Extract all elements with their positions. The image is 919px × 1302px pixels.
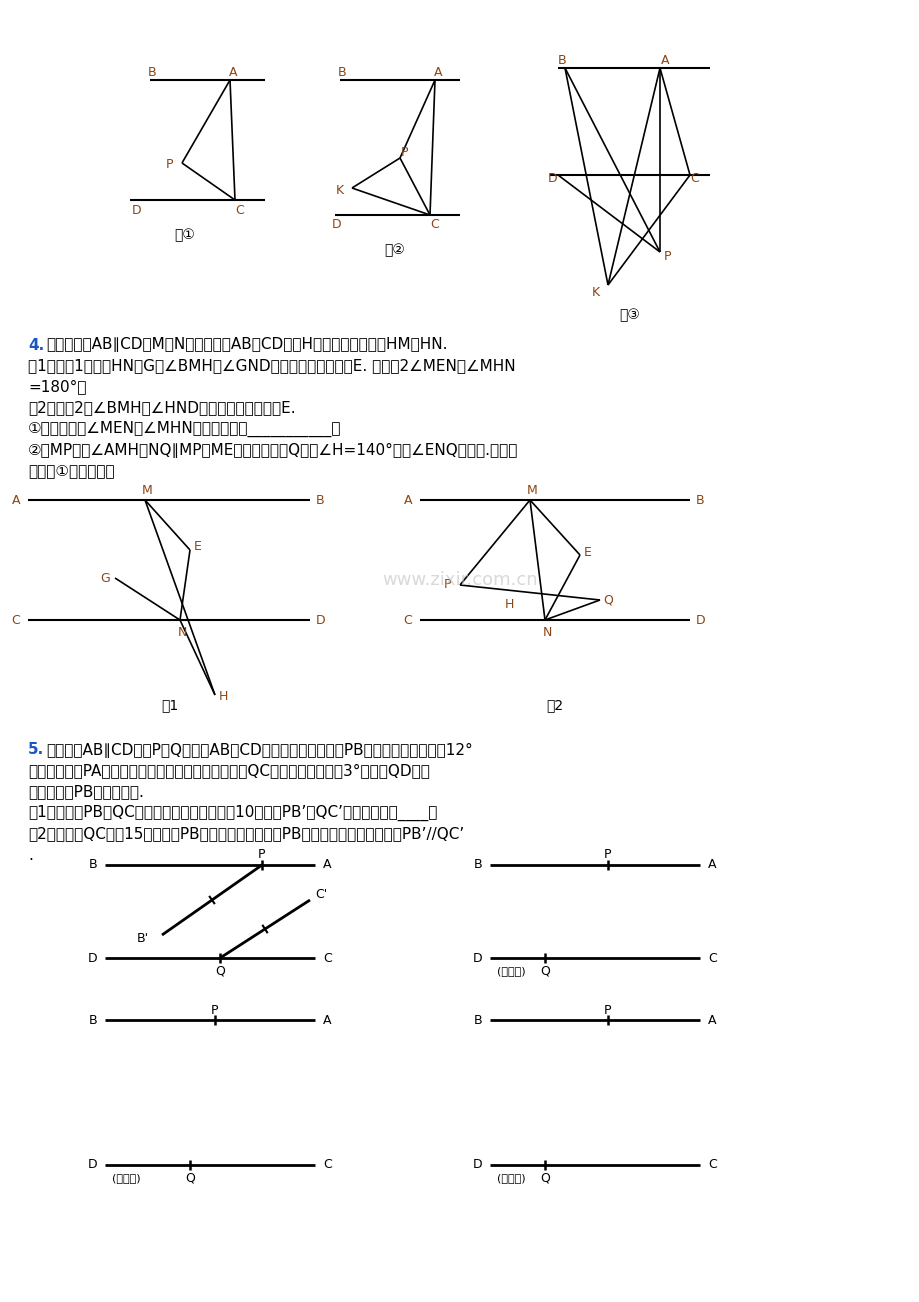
Text: ②作MP平分∠AMH，NQ∥MP交ME的延长线于点Q，若∠H=140°，求∠ENQ的度数.（可直: ②作MP平分∠AMH，NQ∥MP交ME的延长线于点Q，若∠H=140°，求∠EN… <box>28 443 517 457</box>
Text: N: N <box>541 625 551 638</box>
Text: P: P <box>258 849 266 862</box>
Text: A: A <box>708 1013 716 1026</box>
Text: D: D <box>315 613 325 626</box>
Text: Q: Q <box>539 1172 550 1185</box>
Text: 图2: 图2 <box>546 698 563 712</box>
Text: N: N <box>177 625 187 638</box>
Text: B: B <box>148 65 156 78</box>
Text: B: B <box>473 858 482 871</box>
Text: C: C <box>690 172 698 185</box>
Text: H: H <box>504 598 513 611</box>
Text: K: K <box>335 184 344 197</box>
Text: 5.: 5. <box>28 742 44 758</box>
Text: A: A <box>433 65 442 78</box>
Text: ，此时射线PB也停止旋转.: ，此时射线PB也停止旋转. <box>28 785 143 799</box>
Text: C: C <box>430 219 439 232</box>
Text: (备用图): (备用图) <box>496 1173 525 1184</box>
Text: C: C <box>708 1159 716 1172</box>
Text: 图1: 图1 <box>161 698 178 712</box>
Text: 图②: 图② <box>384 243 405 256</box>
Text: C: C <box>11 613 20 626</box>
Text: P: P <box>604 1004 611 1017</box>
Text: A: A <box>229 65 237 78</box>
Text: M: M <box>142 483 153 496</box>
Text: Q: Q <box>603 594 612 607</box>
Text: C: C <box>323 952 332 965</box>
Text: B: B <box>337 65 346 78</box>
Text: E: E <box>584 546 591 559</box>
Text: .: . <box>28 848 33 862</box>
Text: E: E <box>194 540 201 553</box>
Text: A: A <box>660 53 668 66</box>
Text: P: P <box>604 849 611 862</box>
Text: 已知直线AB∥CD，点P、Q分别在AB、CD上，如图所示，射线PB按逆时针方向以每秒12°: 已知直线AB∥CD，点P、Q分别在AB、CD上，如图所示，射线PB按逆时针方向以… <box>46 742 472 758</box>
Text: P: P <box>664 250 671 263</box>
Text: Q: Q <box>185 1172 195 1185</box>
Text: B: B <box>315 493 324 506</box>
Text: D: D <box>87 952 96 965</box>
Text: ①请直接写出∠MEN与∠MHN的数量关系：___________；: ①请直接写出∠MEN与∠MHN的数量关系：___________； <box>28 421 341 437</box>
Text: 的速度旋转至PA便立即回转，并不断往返旋转；射线QC按逆时针方向每秒3°旋转至QD停止: 的速度旋转至PA便立即回转，并不断往返旋转；射线QC按逆时针方向每秒3°旋转至Q… <box>28 763 429 779</box>
Text: =180°；: =180°； <box>28 379 86 395</box>
Text: P: P <box>166 159 174 172</box>
Text: C: C <box>323 1159 332 1172</box>
Text: (备用图): (备用图) <box>496 966 525 976</box>
Text: D: D <box>471 1159 482 1172</box>
Text: Q: Q <box>539 965 550 978</box>
Text: C: C <box>708 952 716 965</box>
Text: A: A <box>11 493 20 506</box>
Text: 4.: 4. <box>28 337 44 353</box>
Text: P: P <box>401 147 408 160</box>
Text: (备用图): (备用图) <box>112 1173 141 1184</box>
Text: D: D <box>332 219 342 232</box>
Text: 图③: 图③ <box>618 309 640 322</box>
Text: D: D <box>548 172 557 185</box>
Text: C: C <box>235 203 244 216</box>
Text: B': B' <box>137 931 149 944</box>
Text: （2）如图2，∠BMH和∠HND的角平分线相交于点E.: （2）如图2，∠BMH和∠HND的角平分线相交于点E. <box>28 401 295 415</box>
Text: B: B <box>88 1013 96 1026</box>
Text: C: C <box>403 613 412 626</box>
Text: B: B <box>473 1013 482 1026</box>
Text: Q: Q <box>215 965 224 978</box>
Text: B: B <box>88 858 96 871</box>
Text: 图①: 图① <box>175 228 195 242</box>
Text: G: G <box>100 572 109 585</box>
Text: A: A <box>323 1013 331 1026</box>
Text: www.zixir.com.cn: www.zixir.com.cn <box>381 572 538 589</box>
Text: D: D <box>132 203 142 216</box>
Text: （2）若射线QC先转15秒，射线PB才开始转动，当射线PB旋转的时间为多少秒时，PB’//QC’: （2）若射线QC先转15秒，射线PB才开始转动，当射线PB旋转的时间为多少秒时，… <box>28 827 464 841</box>
Text: B: B <box>696 493 704 506</box>
Text: 已知：直线AB∥CD，M，N分别在直线AB，CD上，H为平面内一点，迚HM，HN.: 已知：直线AB∥CD，M，N分别在直线AB，CD上，H为平面内一点，迚HM，HN… <box>46 337 447 353</box>
Text: C': C' <box>314 888 327 901</box>
Text: A: A <box>708 858 716 871</box>
Text: D: D <box>87 1159 96 1172</box>
Text: （1）若射线PB、QC同时开始旋转，当旋转时10秒时，PB’与QC’的位置关系为____；: （1）若射线PB、QC同时开始旋转，当旋转时10秒时，PB’与QC’的位置关系为… <box>28 805 437 822</box>
Text: A: A <box>403 493 412 506</box>
Text: B: B <box>557 53 566 66</box>
Text: K: K <box>591 286 599 299</box>
Text: P: P <box>211 1004 219 1017</box>
Text: 接运用①中的结论）: 接运用①中的结论） <box>28 464 115 479</box>
Text: （1）如图1，延长HN至G，∠BMH和∠GND的角平分线相交于点E. 求证：2∠MEN－∠MHN: （1）如图1，延长HN至G，∠BMH和∠GND的角平分线相交于点E. 求证：2∠… <box>28 358 515 374</box>
Text: P: P <box>444 578 451 591</box>
Text: A: A <box>323 858 331 871</box>
Text: D: D <box>696 613 705 626</box>
Text: D: D <box>471 952 482 965</box>
Text: M: M <box>526 483 537 496</box>
Text: H: H <box>218 690 227 703</box>
